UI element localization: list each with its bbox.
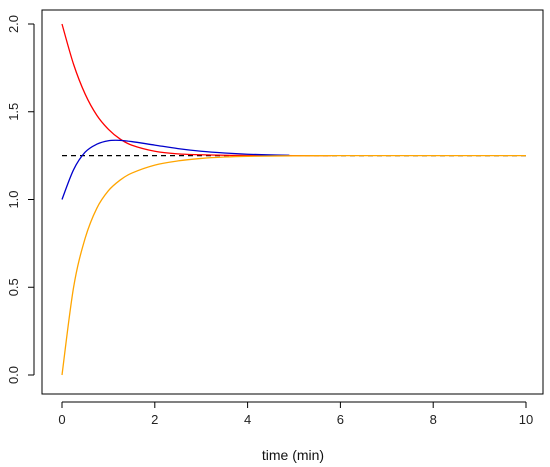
x-tick-label: 8 — [430, 412, 437, 427]
x-tick-label: 6 — [337, 412, 344, 427]
x-tick-label: 10 — [519, 412, 533, 427]
series-line-2 — [61, 139, 290, 200]
y-axis: 0.0 0.5 1.0 1.5 2.0 — [6, 15, 35, 384]
series-line-3 — [61, 154, 526, 376]
x-tick-label: 4 — [244, 412, 251, 427]
x-tick-label: 0 — [58, 412, 65, 427]
y-tick-label: 1.5 — [6, 103, 21, 121]
plot-frame — [41, 9, 544, 395]
x-tick-label: 2 — [151, 412, 158, 427]
plot-area — [61, 23, 526, 376]
x-axis-title: time (min) — [262, 447, 324, 463]
y-tick-label: 0.5 — [6, 278, 21, 296]
x-axis: 0 2 4 6 8 10 — [58, 401, 533, 427]
y-tick-label: 0.0 — [6, 366, 21, 384]
y-tick-label: 2.0 — [6, 15, 21, 33]
y-tick-label: 1.0 — [6, 190, 21, 208]
series-line-1 — [61, 23, 332, 157]
